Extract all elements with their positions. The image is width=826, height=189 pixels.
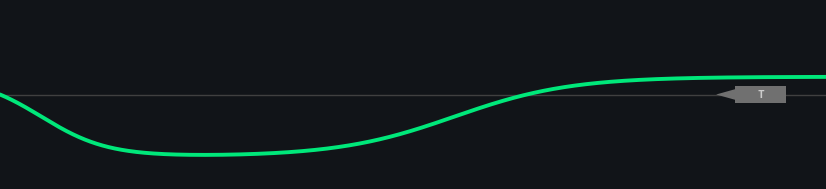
FancyBboxPatch shape [735, 86, 786, 103]
Polygon shape [716, 89, 735, 100]
Text: T: T [757, 90, 764, 99]
